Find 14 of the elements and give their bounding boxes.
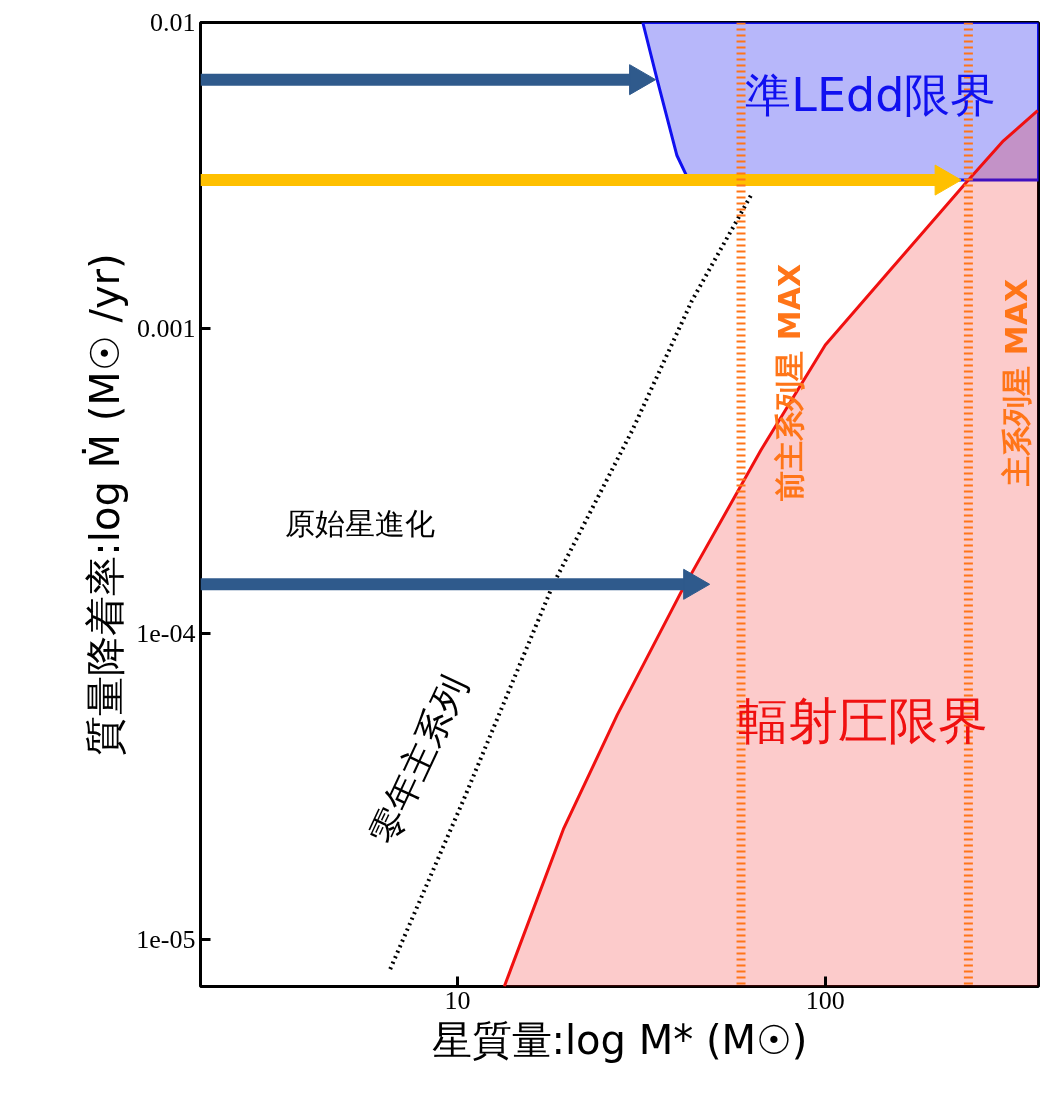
ref-line-label: 主系列星 MAX (998, 278, 1034, 487)
ref-line-label: 前主系列星 MAX (771, 263, 807, 501)
y-axis-title: 質量降着率:log Ṁ (M☉ /yr) (81, 253, 129, 756)
annotation: 原始星進化 (284, 506, 435, 542)
annotation: 零年主系列 (361, 669, 475, 851)
annotation: 輻射圧限界 (737, 692, 988, 751)
y-tick-label: 0.01 (150, 8, 196, 37)
y-tick-label: 1e-04 (136, 619, 196, 649)
x-axis-title: 星質量:log M* (M☉) (431, 1016, 808, 1063)
y-tick-label: 0.001 (137, 313, 196, 343)
annotation: 準LEdd限界 (745, 67, 997, 122)
x-tick-label: 100 (805, 985, 845, 1015)
x-tick-label: 10 (444, 985, 471, 1015)
y-tick-label: 1e-05 (136, 924, 196, 954)
